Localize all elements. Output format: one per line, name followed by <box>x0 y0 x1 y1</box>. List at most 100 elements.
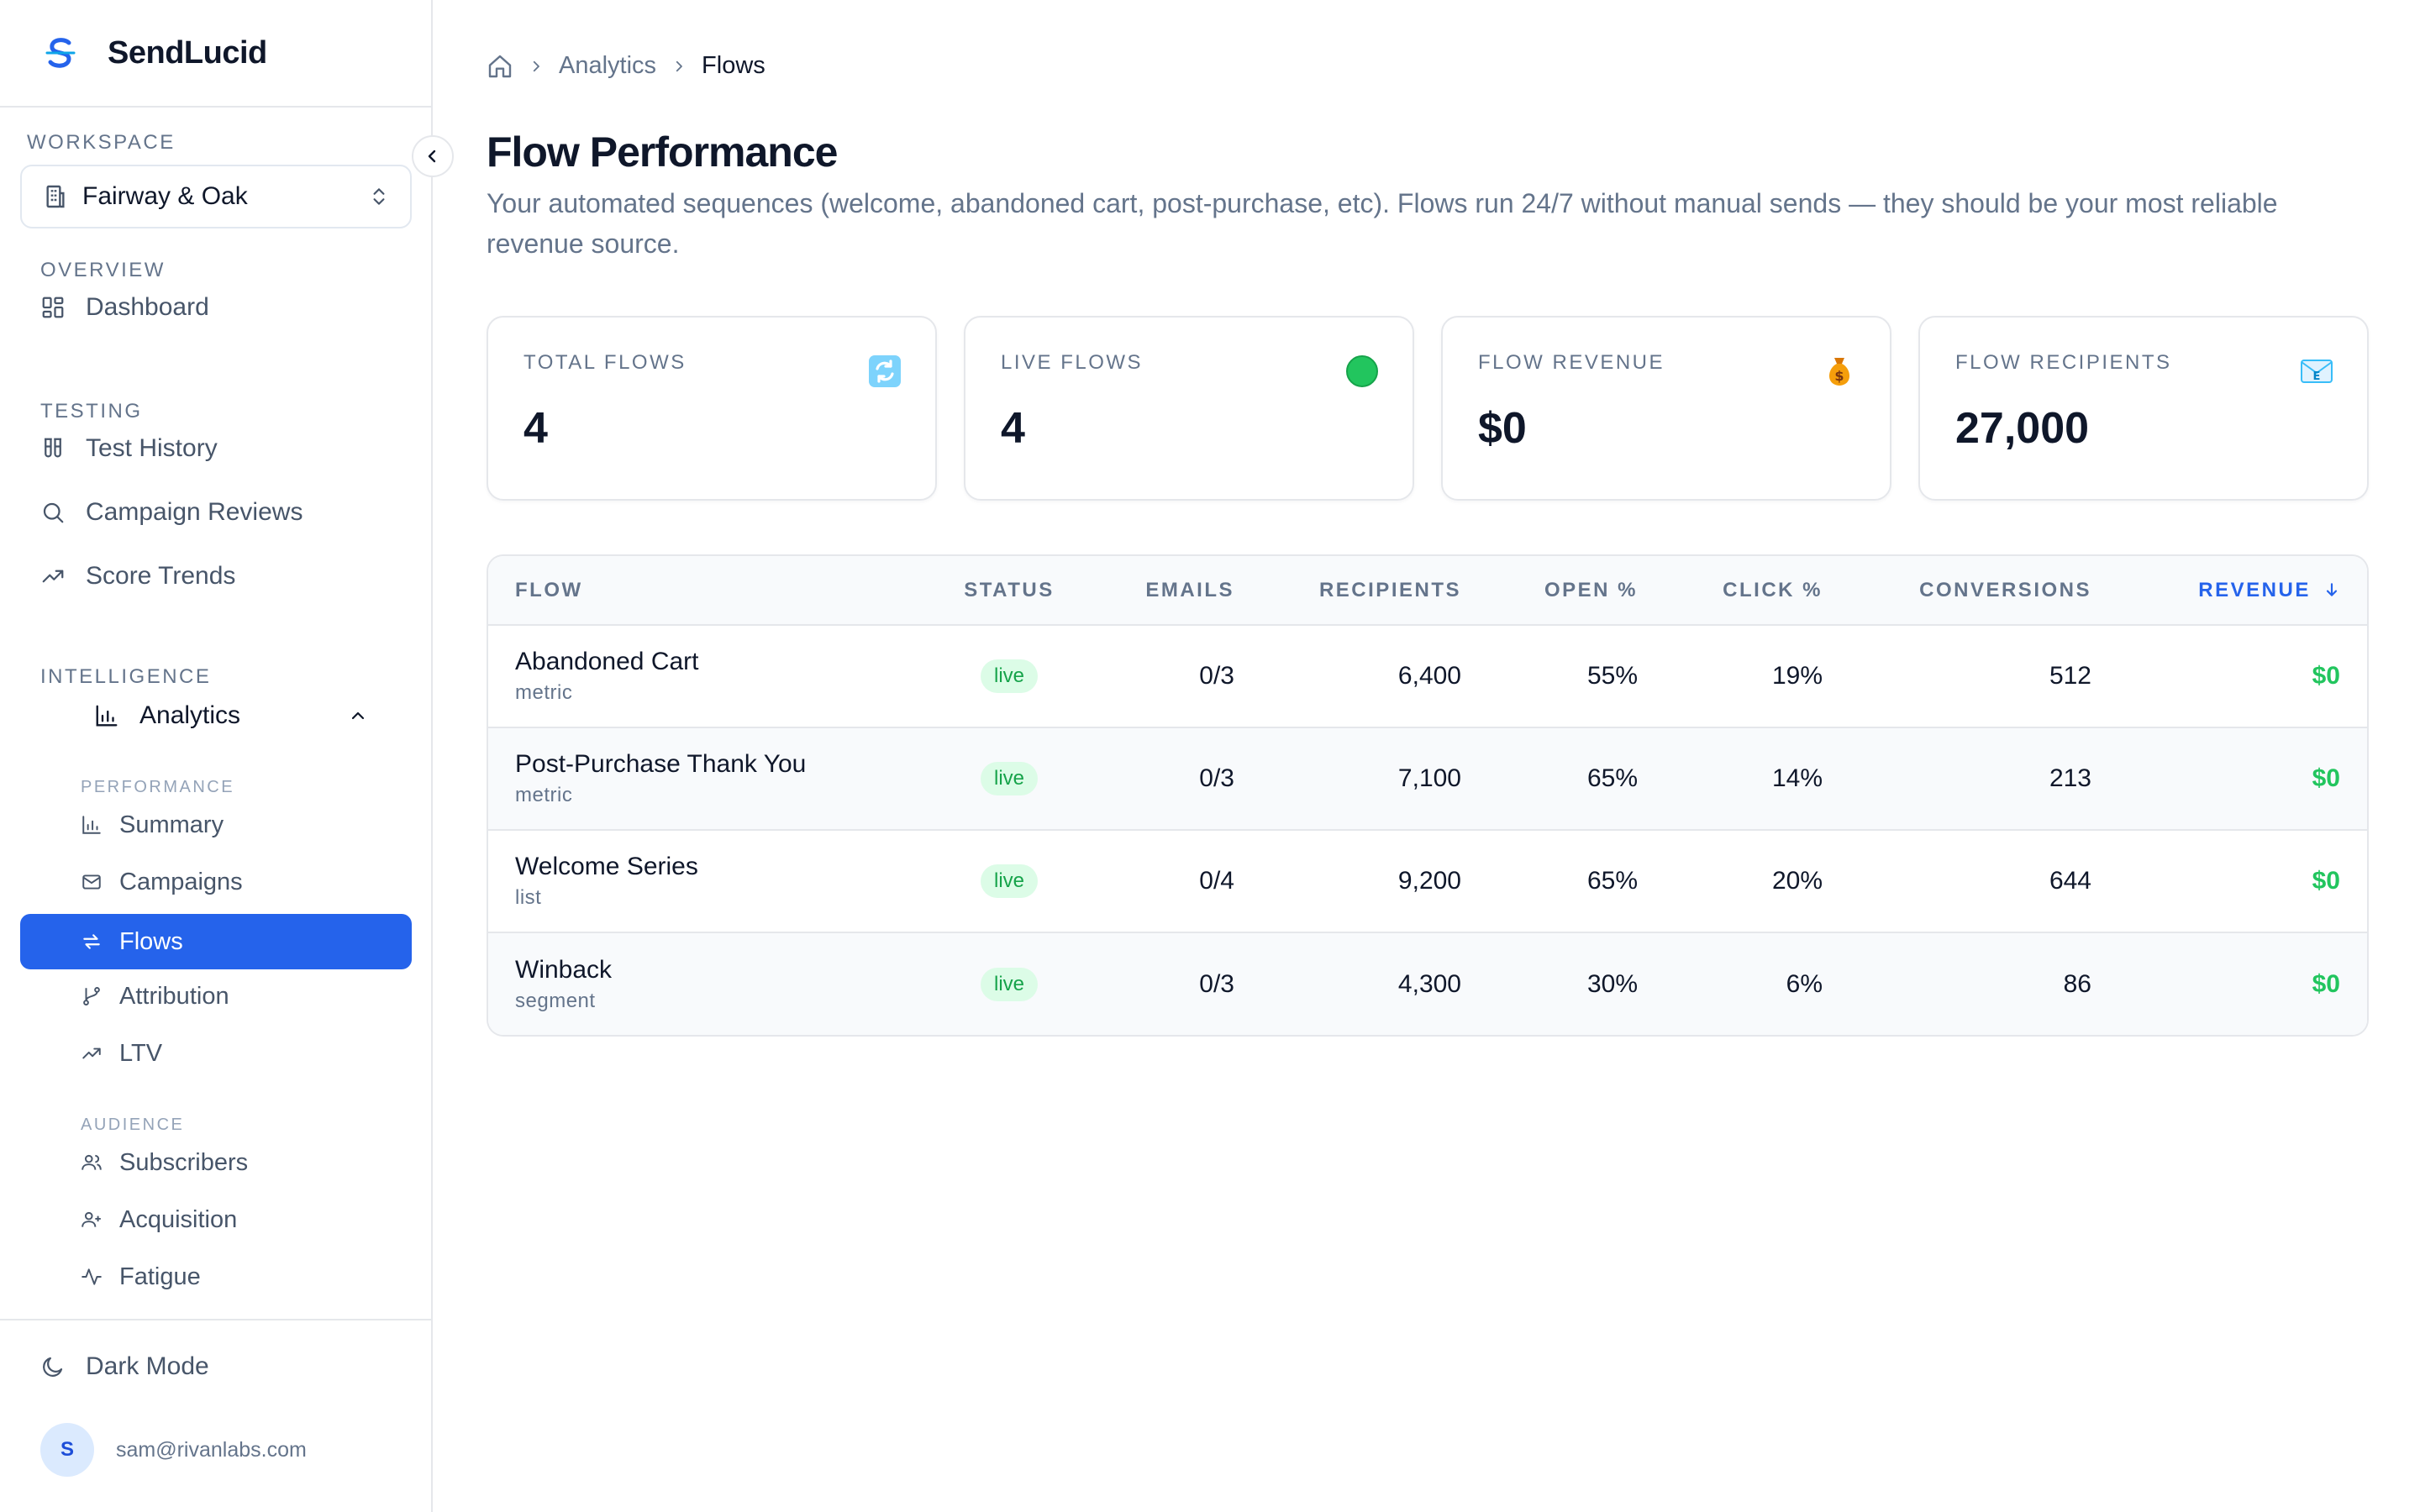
revenue-cell: $0 <box>2312 969 2340 998</box>
conversions-cell: 86 <box>2063 969 2091 998</box>
brand-header: SendLucid <box>0 0 431 108</box>
chevron-up-icon <box>351 711 365 720</box>
flow-name: Abandoned Cart <box>515 648 699 675</box>
svg-text:$: $ <box>1834 368 1844 384</box>
sidebar-item-campaigns[interactable]: Campaigns <box>81 857 243 907</box>
main-content: Analytics Flows Flow Performance Your au… <box>433 0 2420 1512</box>
dark-mode-label: Dark Mode <box>86 1352 209 1380</box>
dark-mode-toggle[interactable]: Dark Mode <box>40 1352 209 1381</box>
conversions-cell: 644 <box>2049 867 2091 895</box>
workspace-selector[interactable]: Fairway & Oak <box>20 165 412 228</box>
column-header-flow[interactable]: FLOW <box>515 578 583 601</box>
kpi-value: 27,000 <box>1955 404 2090 453</box>
arrow-down-icon <box>2326 582 2338 596</box>
recipients-cell: 7,100 <box>1397 764 1461 792</box>
column-header-label: REVENUE <box>2198 578 2311 601</box>
kpi-value: 4 <box>523 404 548 453</box>
column-header-recipients[interactable]: RECIPIENTS <box>1318 578 1461 601</box>
sidebar-item-label: Campaign Reviews <box>86 498 303 526</box>
email-icon: E <box>2301 360 2333 383</box>
sidebar-item-summary[interactable]: Summary <box>81 800 224 850</box>
sidebar-item-acquisition[interactable]: Acquisition <box>81 1194 237 1245</box>
brand-name: SendLucid <box>108 34 267 71</box>
user-email: sam@rivanlabs.com <box>116 1437 307 1462</box>
recipients-cell: 9,200 <box>1397 867 1461 895</box>
sidebar-footer: Dark Mode S sam@rivanlabs.com <box>0 1319 431 1512</box>
sidebar-item-attribution[interactable]: Attribution <box>81 971 229 1021</box>
user-menu[interactable]: S sam@rivanlabs.com <box>40 1423 307 1477</box>
intelligence-label: INTELLIGENCE <box>40 665 212 688</box>
table-row[interactable]: Post-Purchase Thank You metric live 0/3 7… <box>488 727 2367 830</box>
sidebar-item-fatigue[interactable]: Fatigue <box>81 1252 201 1302</box>
status-badge: live <box>980 659 1038 693</box>
sidebar-item-label: Analytics <box>139 701 241 729</box>
emails-cell: 0/4 <box>1199 867 1234 895</box>
kpi-label: TOTAL FLOWS <box>523 351 687 374</box>
audience-label: AUDIENCE <box>81 1116 185 1134</box>
sidebar: SendLucid WORKSPACE Fairway & Oak OVERVI… <box>0 0 454 1512</box>
column-header-conversions[interactable]: CONVERSIONS <box>1919 578 2091 601</box>
click-rate-cell: 20% <box>1771 867 1823 895</box>
sidebar-item-flows[interactable]: Flows <box>20 914 412 969</box>
table-row[interactable]: Winback segment live 0/3 4,300 30% 6% 86 … <box>488 932 2367 1035</box>
page-description: Your automated sequences (welcome, aband… <box>487 188 2278 259</box>
open-rate-cell: 65% <box>1586 867 1638 895</box>
chevron-right-icon <box>676 60 682 71</box>
breadcrumb-analytics-link[interactable]: Analytics <box>559 52 657 79</box>
test-tubes-icon <box>45 438 61 458</box>
flow-name: Post-Purchase Thank You <box>515 750 807 778</box>
emails-cell: 0/3 <box>1199 969 1234 998</box>
sidebar-item-test-history[interactable]: Test History <box>40 423 218 474</box>
sidebar-item-score-trends[interactable]: Score Trends <box>40 551 235 601</box>
users-icon <box>82 1154 102 1170</box>
kpi-value: 4 <box>1001 404 1025 453</box>
user-plus-icon <box>82 1211 101 1227</box>
bar-chart-icon <box>96 705 118 727</box>
table-row[interactable]: Welcome Series list live 0/4 9,200 65% 20… <box>488 830 2367 932</box>
dashboard-icon <box>42 297 64 318</box>
flow-trigger: metric <box>515 784 573 806</box>
flow-trigger: segment <box>515 989 596 1012</box>
kpi-card-flow-revenue: FLOW REVENUE $ $0 <box>1441 316 1891 501</box>
cycle-arrows-icon <box>869 355 901 387</box>
collapse-sidebar-button[interactable] <box>412 135 454 177</box>
sendlucid-logo-icon[interactable] <box>37 29 84 76</box>
conversions-cell: 213 <box>2049 764 2091 792</box>
svg-text:E: E <box>2313 370 2321 383</box>
sidebar-item-campaign-reviews[interactable]: Campaign Reviews <box>40 487 302 538</box>
column-header-status[interactable]: STATUS <box>964 578 1055 601</box>
moon-icon <box>43 1357 63 1377</box>
flow-trigger: list <box>515 886 542 909</box>
sidebar-item-label: Acquisition <box>119 1205 238 1233</box>
column-header-emails[interactable]: EMAILS <box>1145 578 1234 601</box>
home-icon[interactable] <box>487 53 513 80</box>
chevron-left-icon <box>428 150 436 163</box>
open-rate-cell: 55% <box>1586 662 1638 690</box>
open-rate-cell: 30% <box>1586 969 1638 998</box>
sidebar-item-ltv[interactable]: LTV <box>81 1028 162 1079</box>
activity-icon <box>82 1268 102 1285</box>
sidebar-item-label: Score Trends <box>86 562 236 590</box>
kpi-value: $0 <box>1478 404 1527 453</box>
sidebar-item-subscribers[interactable]: Subscribers <box>81 1137 248 1188</box>
revenue-cell: $0 <box>2312 867 2340 895</box>
kpi-card-flow-recipients: FLOW RECIPIENTS E 27,000 <box>1918 316 2369 501</box>
column-header-revenue[interactable]: REVENUE <box>2118 556 2367 625</box>
sidebar-item-dashboard[interactable]: Dashboard <box>40 282 209 333</box>
column-header-click[interactable]: CLICK % <box>1723 578 1823 601</box>
search-icon <box>43 502 64 523</box>
column-header-open[interactable]: OPEN % <box>1544 578 1638 601</box>
building-icon <box>46 185 65 208</box>
workspace-label: WORKSPACE <box>27 131 176 154</box>
bar-chart-icon <box>82 816 101 834</box>
sidebar-nav[interactable]: WORKSPACE Fairway & Oak OVERVIEW <box>0 108 431 1319</box>
table-row[interactable]: Abandoned Cart metric live 0/3 6,400 55% … <box>488 625 2367 727</box>
sidebar-item-analytics[interactable]: Analytics <box>40 690 393 741</box>
status-badge: live <box>980 967 1038 1001</box>
sidebar-item-label: Dashboard <box>86 293 209 321</box>
sidebar-item-label: Summary <box>119 811 224 838</box>
click-rate-cell: 6% <box>1786 969 1823 998</box>
emails-cell: 0/3 <box>1199 764 1234 792</box>
breadcrumb-current: Flows <box>702 52 765 79</box>
